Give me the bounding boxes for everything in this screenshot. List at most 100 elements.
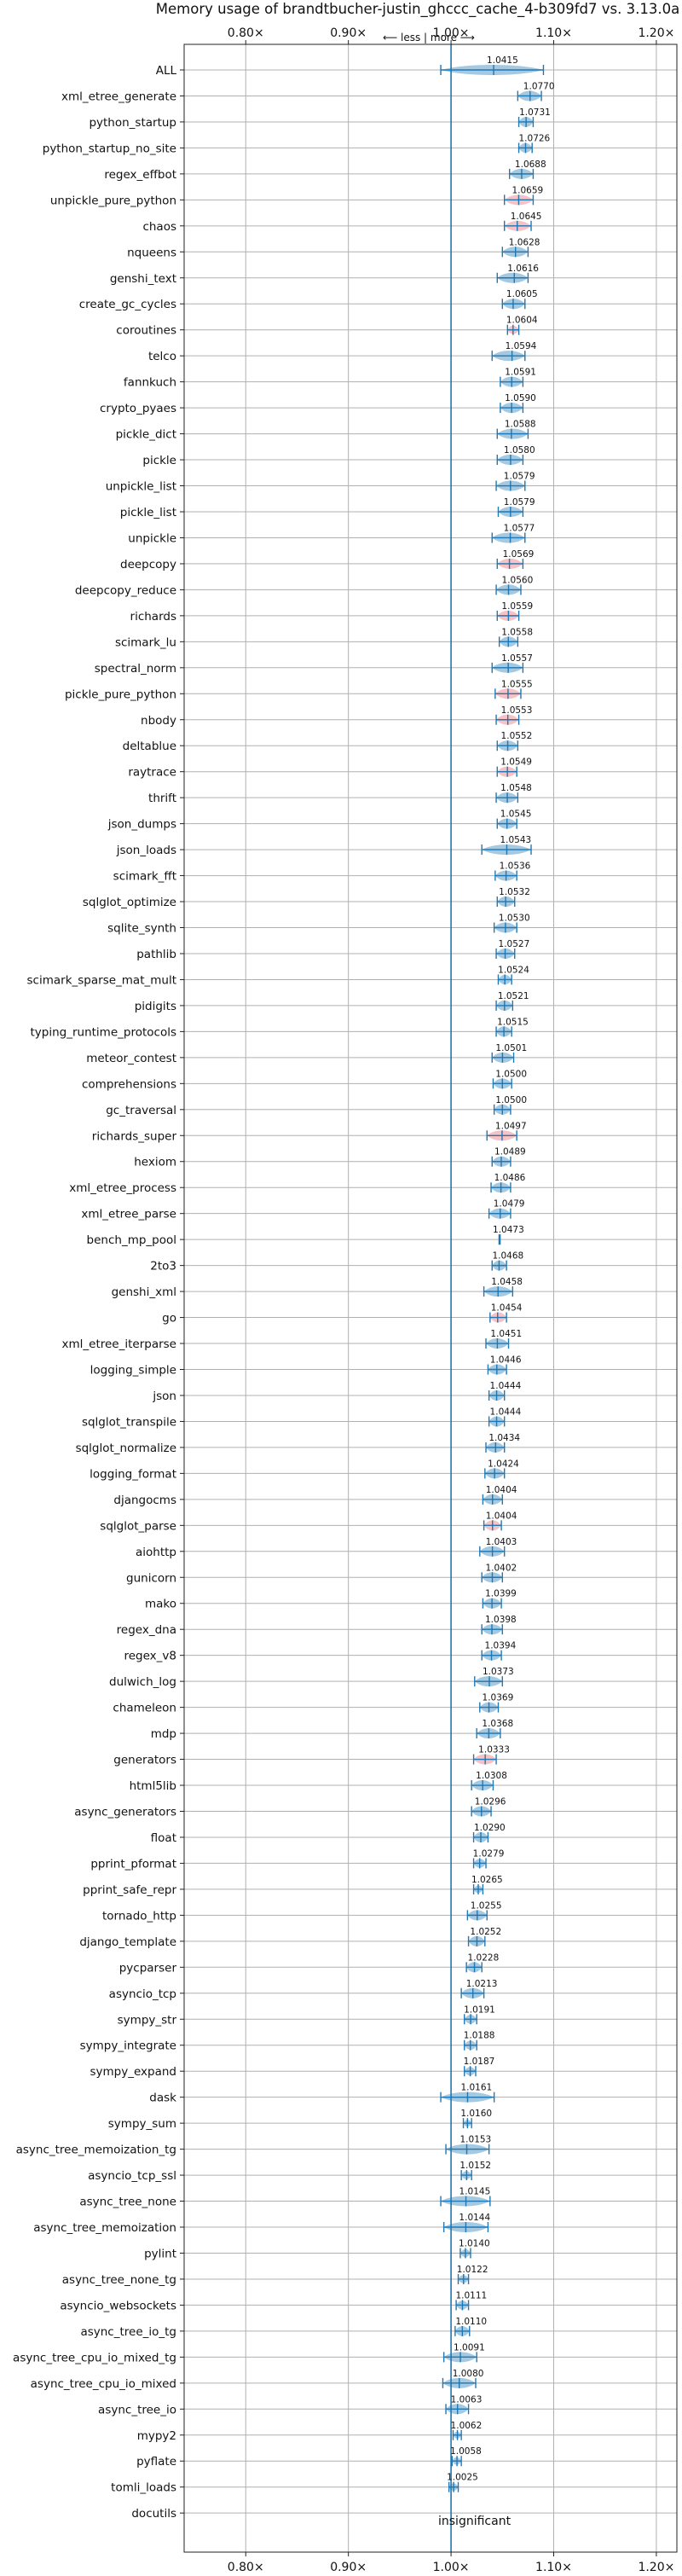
category-label-async-generators: async_generators <box>74 1805 176 1819</box>
violins-group: 1.0415 1.0770 1.0731 1.0726 1.0688 1.0659 1.06… <box>440 55 555 2492</box>
category-label-sqlite-synth: sqlite_synth <box>107 922 176 936</box>
plot-frame <box>183 44 678 2553</box>
category-label-pprint-pformat: pprint_pformat <box>90 1857 176 1871</box>
category-label-xml-etree-process: xml_etree_process <box>69 1181 176 1195</box>
data-label-pprint-safe-repr: 1.0265 <box>471 1875 503 1885</box>
data-label-sympy-expand: 1.0187 <box>464 2057 495 2067</box>
category-label-xml-etree-parse: xml_etree_parse <box>81 1208 176 1221</box>
data-label-json: 1.0444 <box>490 1381 522 1391</box>
data-label-comprehensions: 1.0500 <box>495 1069 527 1079</box>
category-label-unpickle-list: unpickle_list <box>106 480 176 494</box>
data-label-json-loads: 1.0543 <box>500 835 531 845</box>
data-label-gunicorn: 1.0402 <box>485 1563 517 1573</box>
category-label-asyncio-tcp-ssl: asyncio_tcp_ssl <box>88 2169 176 2183</box>
category-label-pathlib: pathlib <box>136 948 176 961</box>
data-label-regex-effbot: 1.0688 <box>515 160 546 170</box>
data-label-go: 1.0454 <box>491 1303 523 1314</box>
category-label-tornado-http: tornado_http <box>102 1909 176 1923</box>
category-label-djangocms: djangocms <box>113 1494 176 1507</box>
category-label-regex-effbot: regex_effbot <box>104 168 176 182</box>
category-label-xml-etree-generate: xml_etree_generate <box>61 90 176 103</box>
category-label-regex-dna: regex_dna <box>117 1623 176 1637</box>
data-label-html5lib: 1.0308 <box>476 1771 507 1781</box>
x-tick-label-top: 1.20× <box>638 26 674 40</box>
category-label-python-startup-no-site: python_startup_no_site <box>43 142 176 155</box>
category-label-pylint: pylint <box>144 2247 176 2260</box>
x-tick-label-bottom: 0.80× <box>228 2561 264 2574</box>
data-label-sympy-str: 1.0191 <box>464 2005 495 2015</box>
data-label-mdp: 1.0368 <box>482 1719 513 1729</box>
category-label-coroutines: coroutines <box>116 324 176 338</box>
data-label-typing-runtime-protocols: 1.0515 <box>497 1017 529 1027</box>
category-label-raytrace: raytrace <box>128 766 176 780</box>
data-label-bench-mp-pool: 1.0473 <box>493 1225 524 1235</box>
data-label-pickle-pure-python: 1.0555 <box>501 679 533 689</box>
category-label-json: json <box>152 1390 176 1403</box>
x-tick-label-bottom: 1.10× <box>535 2561 572 2574</box>
data-label-sympy-integrate: 1.0188 <box>464 2031 495 2041</box>
category-label-chameleon: chameleon <box>113 1702 176 1715</box>
category-label-sympy-str: sympy_str <box>118 2013 177 2027</box>
data-label-pathlib: 1.0527 <box>499 939 530 949</box>
data-label-xml-etree-iterparse: 1.0451 <box>490 1329 522 1339</box>
data-label-regex-dna: 1.0398 <box>485 1615 517 1625</box>
data-label-async-tree-none: 1.0145 <box>459 2187 491 2197</box>
category-label-typing-runtime-protocols: typing_runtime_protocols <box>31 1025 177 1039</box>
category-label-thrift: thrift <box>148 792 176 805</box>
data-label-create-gc-cycles: 1.0605 <box>506 289 538 299</box>
data-label-asyncio-tcp-ssl: 1.0152 <box>459 2161 491 2171</box>
category-label-json-dumps: json_dumps <box>107 818 176 832</box>
data-label-asyncio-websockets: 1.0111 <box>455 2290 487 2300</box>
category-label-telco: telco <box>148 350 176 363</box>
data-label-sqlite-synth: 1.0530 <box>499 914 530 924</box>
category-label-nbody: nbody <box>141 714 176 728</box>
category-label-async-tree-none: async_tree_none <box>79 2196 176 2209</box>
data-label-dulwich-log: 1.0373 <box>483 1667 514 1677</box>
data-label-json-dumps: 1.0545 <box>500 809 532 820</box>
data-label-generators: 1.0333 <box>478 1745 510 1755</box>
x-tick-label-top: 1.00× <box>433 26 470 40</box>
category-label-async-tree-memoization: async_tree_memoization <box>33 2221 176 2235</box>
data-label-xml-etree-generate: 1.0770 <box>523 81 555 91</box>
data-label-tomli-loads: 1.0025 <box>447 2473 478 2483</box>
category-label-dask: dask <box>149 2092 176 2105</box>
category-label-pickle: pickle <box>142 454 176 467</box>
data-label-dask: 1.0161 <box>460 2083 492 2093</box>
category-label-deepcopy: deepcopy <box>120 558 176 571</box>
data-label-2to3: 1.0468 <box>492 1251 523 1262</box>
category-label-async-tree-none-tg: async_tree_none_tg <box>62 2273 176 2287</box>
data-label-sqlglot-optimize: 1.0532 <box>499 887 530 897</box>
data-label-mypy2: 1.0062 <box>451 2421 483 2431</box>
category-label-go: go <box>162 1312 176 1326</box>
data-label-unpickle-pure-python: 1.0659 <box>512 185 543 195</box>
category-label-pickle-list: pickle_list <box>120 506 176 519</box>
data-label-django-template: 1.0252 <box>470 1927 501 1937</box>
data-label-xml-etree-parse: 1.0479 <box>494 1199 525 1210</box>
data-label-pidigits: 1.0521 <box>498 991 529 1001</box>
category-label-asyncio-websockets: asyncio_websockets <box>60 2299 176 2312</box>
category-label-dulwich-log: dulwich_log <box>109 1675 176 1689</box>
data-label-spectral-norm: 1.0557 <box>501 653 533 664</box>
category-label-pickle-dict: pickle_dict <box>116 428 176 442</box>
data-label-float: 1.0290 <box>474 1823 506 1833</box>
data-label-logging-simple: 1.0446 <box>490 1355 522 1366</box>
category-label-hexiom: hexiom <box>134 1156 176 1169</box>
category-label-python-startup: python_startup <box>89 116 176 130</box>
category-label-bench-mp-pool: bench_mp_pool <box>87 1233 176 1247</box>
category-label-sqlglot-optimize: sqlglot_optimize <box>83 896 176 909</box>
category-label-richards: richards <box>130 610 176 624</box>
category-label-unpickle-pure-python: unpickle_pure_python <box>50 194 176 207</box>
data-label-gc-traversal: 1.0500 <box>495 1095 527 1105</box>
category-label-sqlglot-parse: sqlglot_parse <box>100 1519 176 1533</box>
category-label-scimark-fft: scimark_fft <box>113 870 176 884</box>
data-label-richards: 1.0559 <box>501 601 533 612</box>
category-label-xml-etree-iterparse: xml_etree_iterparse <box>62 1337 177 1351</box>
category-label-sympy-expand: sympy_expand <box>90 2065 176 2079</box>
data-label-nbody: 1.0553 <box>501 705 533 716</box>
category-label-docutils: docutils <box>131 2507 176 2521</box>
category-label-logging-format: logging_format <box>90 1467 176 1481</box>
data-label-sqlglot-transpile: 1.0444 <box>490 1407 522 1417</box>
data-label-pyflate: 1.0058 <box>450 2446 482 2457</box>
data-label-scimark-fft: 1.0536 <box>500 862 531 872</box>
